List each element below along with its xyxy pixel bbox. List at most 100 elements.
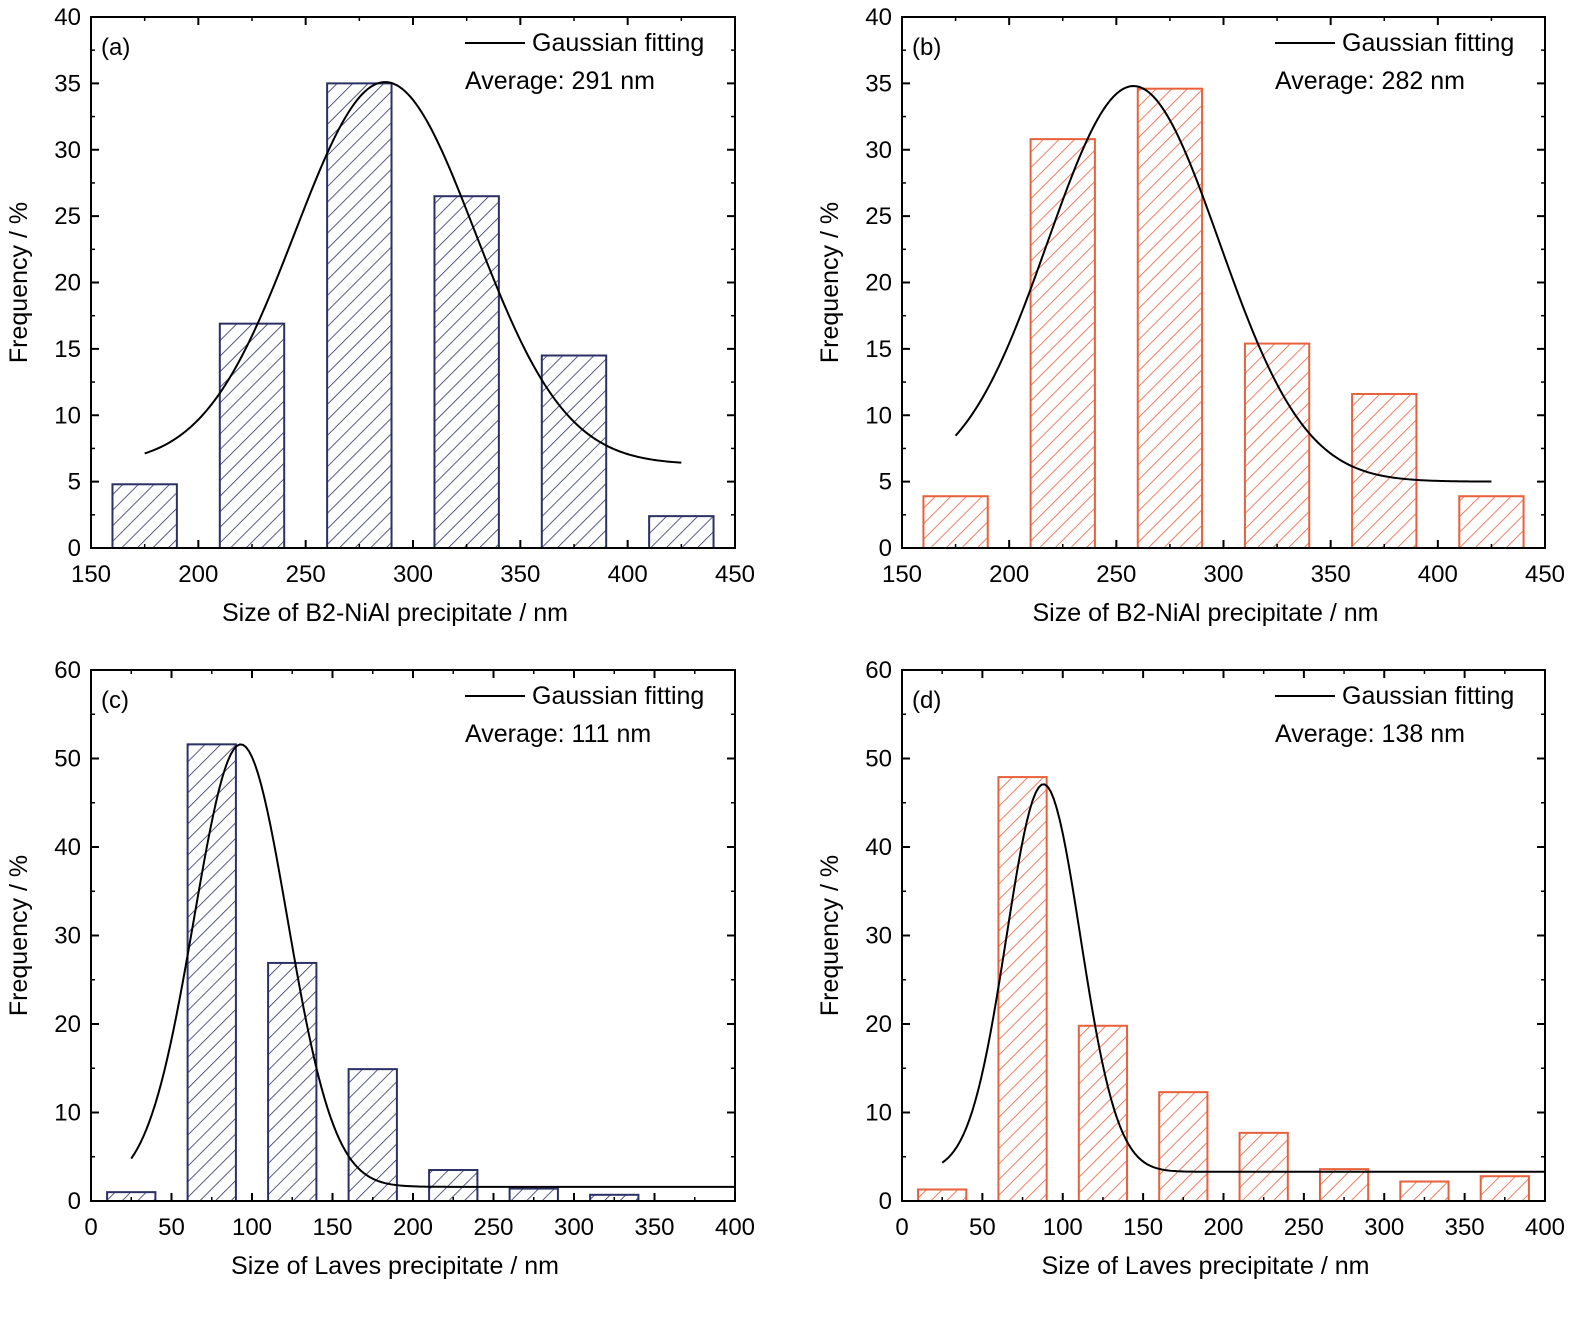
histogram-bar (433, 195, 500, 549)
legend-label: Gaussian fitting (1342, 29, 1514, 57)
x-tick-label: 300 (393, 561, 433, 588)
histogram-bar (347, 1068, 398, 1203)
x-tick-label: 150 (882, 561, 922, 588)
x-axis-label: Size of B2-NiAl precipitate / nm (1033, 599, 1379, 627)
average-annotation: Average: 282 nm (1275, 67, 1465, 95)
y-tick-label: 30 (54, 923, 81, 950)
x-tick-label: 200 (989, 561, 1029, 588)
chart-panel-d: 0 50 100 150 200 250 300 350 400 0 10 20 30 40 50 60 Siz… (816, 657, 1565, 1280)
histogram-bar (1458, 495, 1525, 550)
y-tick-label: 25 (54, 203, 81, 230)
x-tick-label: 0 (895, 1214, 908, 1241)
x-tick-label: 300 (554, 1214, 594, 1241)
x-tick-label: 50 (158, 1214, 185, 1241)
plot-frame (901, 16, 1546, 549)
x-tick-label: 50 (969, 1214, 996, 1241)
x-tick-label: 350 (1445, 1214, 1485, 1241)
y-tick-label: 25 (865, 203, 892, 230)
y-tick-label: 10 (54, 402, 81, 429)
y-tick-label: 35 (54, 70, 81, 97)
y-tick-label: 50 (54, 746, 81, 773)
chart-panel-b: 150 200 250 300 350 400 450 0 5 10 15 20 25 30 35 40 Siz… (816, 4, 1565, 627)
y-tick-label: 30 (865, 137, 892, 164)
x-tick-label: 250 (1284, 1214, 1324, 1241)
panel-label: (a) (101, 34, 130, 61)
y-axis-label: Frequency / % (816, 855, 844, 1016)
chart-panel-a: 150 200 250 300 350 400 450 0 5 10 15 20 25 30 35 40 Siz… (5, 4, 755, 627)
x-tick-label: 400 (715, 1214, 755, 1241)
panel-label: (b) (912, 34, 941, 61)
histogram-bar (1243, 342, 1311, 549)
y-tick-label: 50 (865, 746, 892, 773)
x-tick-label: 150 (312, 1214, 352, 1241)
legend-label: Gaussian fitting (532, 682, 704, 710)
histogram-bar (1077, 1024, 1129, 1203)
x-axis-label: Size of Laves precipitate / nm (231, 1252, 559, 1280)
y-axis-label: Frequency / % (5, 202, 33, 363)
histogram-bar (540, 354, 608, 550)
y-tick-label: 10 (865, 1100, 892, 1127)
x-tick-label: 150 (71, 561, 111, 588)
x-axis-label: Size of B2-NiAl precipitate / nm (222, 599, 568, 627)
histogram-bar (326, 82, 393, 549)
x-tick-label: 250 (286, 561, 326, 588)
histogram-bar (1136, 87, 1204, 549)
x-tick-label: 300 (1203, 561, 1243, 588)
x-tick-label: 200 (1203, 1214, 1243, 1241)
histogram-bar (1318, 1168, 1370, 1203)
x-tick-label: 100 (1043, 1214, 1083, 1241)
y-tick-label: 30 (865, 923, 892, 950)
y-tick-label: 0 (879, 1188, 892, 1215)
y-tick-label: 15 (54, 336, 81, 363)
y-tick-label: 40 (865, 834, 892, 861)
x-tick-label: 400 (1525, 1214, 1565, 1241)
x-tick-label: 150 (1123, 1214, 1163, 1241)
x-tick-label: 350 (1311, 561, 1351, 588)
histogram-bar (111, 483, 178, 549)
x-tick-label: 350 (634, 1214, 674, 1241)
y-tick-label: 20 (865, 1011, 892, 1038)
histogram-bar (267, 961, 318, 1202)
x-axis-label: Size of Laves precipitate / nm (1042, 1252, 1370, 1280)
gaussian-fit-curve (954, 85, 1492, 483)
y-tick-label: 5 (68, 469, 81, 496)
histogram-bar (1029, 138, 1096, 549)
x-tick-label: 350 (500, 561, 540, 588)
histogram-bar (428, 1169, 479, 1203)
chart-panel-c: 0 50 100 150 200 250 300 350 400 0 10 20 30 40 50 60 Siz… (5, 657, 755, 1280)
y-tick-label: 0 (879, 535, 892, 562)
x-tick-label: 200 (178, 561, 218, 588)
histogram-bar (186, 743, 237, 1203)
y-tick-label: 40 (54, 834, 81, 861)
x-tick-label: 450 (715, 561, 755, 588)
y-tick-label: 20 (865, 270, 892, 297)
plot-frame (90, 16, 736, 549)
histogram-bar (922, 495, 989, 550)
y-tick-label: 60 (865, 657, 892, 684)
histogram-bar (218, 322, 286, 549)
histogram-bar (997, 776, 1048, 1203)
x-tick-label: 450 (1525, 561, 1565, 588)
y-tick-label: 40 (865, 4, 892, 31)
x-tick-label: 250 (1096, 561, 1136, 588)
panel-label: (d) (912, 687, 941, 714)
y-axis-label: Frequency / % (5, 855, 33, 1016)
x-tick-label: 0 (84, 1214, 97, 1241)
y-tick-label: 60 (54, 657, 81, 684)
average-annotation: Average: 111 nm (465, 720, 651, 748)
y-tick-label: 35 (865, 70, 892, 97)
y-tick-label: 5 (879, 469, 892, 496)
average-annotation: Average: 291 nm (465, 67, 655, 95)
x-tick-label: 300 (1364, 1214, 1404, 1241)
gaussian-fit-curve (144, 81, 682, 464)
histogram-bar (1158, 1091, 1209, 1203)
gaussian-fit-curve (130, 743, 735, 1188)
panel-label: (c) (101, 687, 129, 714)
y-axis-label: Frequency / % (816, 202, 844, 363)
y-tick-label: 20 (54, 1011, 81, 1038)
x-tick-label: 250 (473, 1214, 513, 1241)
y-tick-label: 10 (865, 402, 892, 429)
histogram-bar (648, 515, 715, 550)
